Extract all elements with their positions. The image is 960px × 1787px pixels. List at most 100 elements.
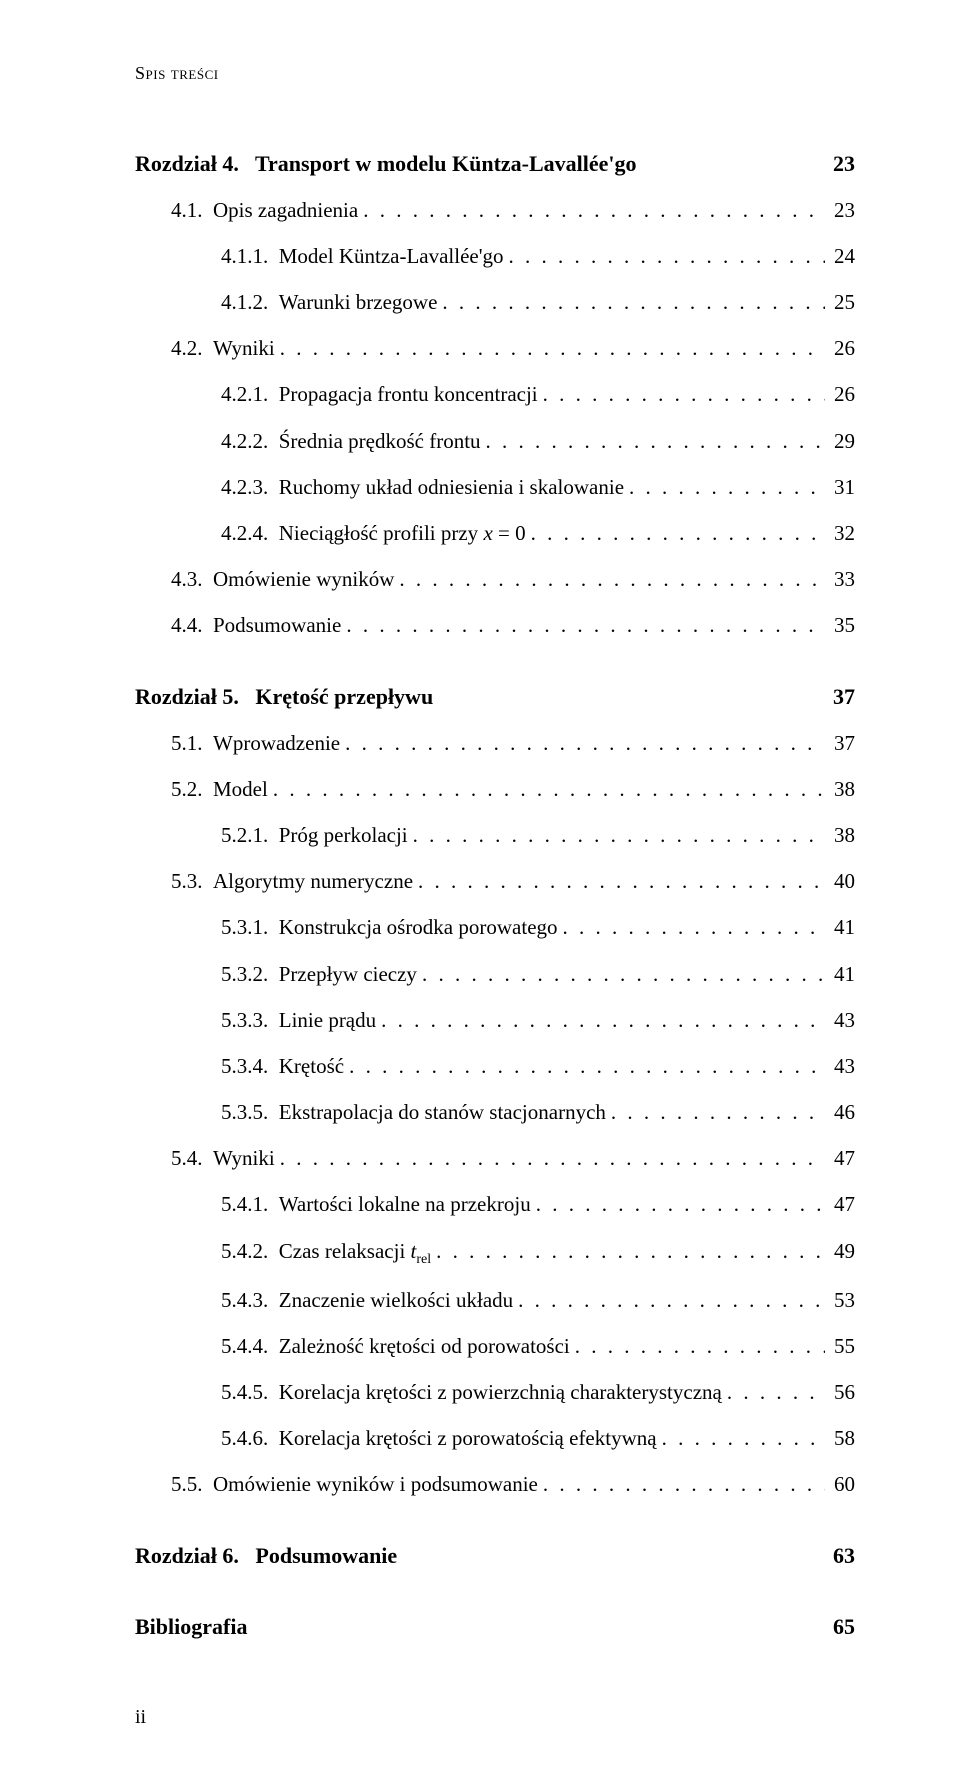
bibliography-heading: Bibliografia 65 — [135, 1610, 855, 1643]
toc-entry: 5.2. Model . . . . . . . . . . . . . . .… — [171, 774, 855, 806]
entry-page: 35 — [825, 610, 855, 642]
dot-leader: . . . . . . . . . . . . . . . . . . . . … — [358, 195, 825, 227]
entry-page: 32 — [825, 518, 855, 550]
dot-leader: . . . . . . . . . . . . . . . . . . . . … — [413, 866, 825, 898]
toc-entry: 5.4. Wyniki . . . . . . . . . . . . . . … — [171, 1143, 855, 1175]
entry-number: 5.1. — [171, 728, 203, 760]
entry-number: 5.3.4. — [221, 1051, 268, 1083]
entry-label: Propagacja frontu koncentracji — [279, 379, 538, 411]
entry-label: Wyniki — [213, 1143, 275, 1175]
entry-page: 49 — [825, 1236, 855, 1268]
dot-leader: . . . . . . . . . . . . . . . . . . . . … — [437, 287, 825, 319]
page-number: ii — [135, 1702, 146, 1732]
entry-page: 46 — [825, 1097, 855, 1129]
dot-leader: . . . . . . . . . . . . . . . . . . . . … — [624, 472, 825, 504]
entry-label: Wyniki — [213, 333, 275, 365]
entry-page: 24 — [825, 241, 855, 273]
toc-entry: 5.4.4. Zależność krętości od porowatości… — [221, 1331, 855, 1363]
entry-page: 56 — [825, 1377, 855, 1409]
entry-label: Wartości lokalne na przekroju — [279, 1189, 531, 1221]
chapter-prefix: Rozdział 5. — [135, 684, 239, 709]
entry-label: Wprowadzenie — [213, 728, 340, 760]
entry-label: Podsumowanie — [213, 610, 341, 642]
toc-entry: 5.4.6. Korelacja krętości z porowatością… — [221, 1423, 855, 1455]
toc-entry: 5.4.3. Znaczenie wielkości układu . . . … — [221, 1285, 855, 1317]
entry-number: 4.3. — [171, 564, 203, 596]
toc-entry: 5.3.4. Krętość . . . . . . . . . . . . .… — [221, 1051, 855, 1083]
toc-entry: 4.3. Omówienie wyników . . . . . . . . .… — [171, 564, 855, 596]
entry-label: Opis zagadnienia — [213, 195, 358, 227]
entry-page: 38 — [825, 774, 855, 806]
entry-number: 4.2. — [171, 333, 203, 365]
entry-number: 5.3.3. — [221, 1005, 268, 1037]
entry-number: 5.2.1. — [221, 820, 268, 852]
entry-label: Czas relaksacji trel — [279, 1236, 431, 1270]
entry-page: 41 — [825, 912, 855, 944]
toc-entry: 4.2.1. Propagacja frontu koncentracji . … — [221, 379, 855, 411]
entry-page: 26 — [825, 379, 855, 411]
entry-number: 4.2.1. — [221, 379, 268, 411]
entry-number: 4.2.4. — [221, 518, 268, 550]
entry-number: 5.2. — [171, 774, 203, 806]
chapter-heading-6: Rozdział 6. Podsumowanie 63 — [135, 1539, 855, 1572]
toc-entry: 5.4.5. Korelacja krętości z powierzchnią… — [221, 1377, 855, 1409]
bibliography-title: Bibliografia — [135, 1610, 247, 1643]
dot-leader: . . . . . . . . . . . . . . . . . . . . … — [504, 241, 825, 273]
dot-leader: . . . . . . . . . . . . . . . . . . . . … — [526, 518, 825, 550]
chapter-page: 23 — [833, 147, 855, 180]
chapter-prefix: Rozdział 6. — [135, 1543, 239, 1568]
dot-leader: . . . . . . . . . . . . . . . . . . . . … — [431, 1236, 825, 1268]
dot-leader: . . . . . . . . . . . . . . . . . . . . … — [513, 1285, 825, 1317]
entry-label: Krętość — [279, 1051, 344, 1083]
chapter-heading-5: Rozdział 5. Krętość przepływu 37 — [135, 680, 855, 713]
entry-label: Algorytmy numeryczne — [213, 866, 413, 898]
dot-leader: . . . . . . . . . . . . . . . . . . . . … — [722, 1377, 825, 1409]
entry-number: 5.3. — [171, 866, 203, 898]
toc-entry: 5.3.3. Linie prądu . . . . . . . . . . .… — [221, 1005, 855, 1037]
entry-label: Korelacja krętości z porowatością efekty… — [279, 1423, 657, 1455]
entry-label: Warunki brzegowe — [279, 287, 438, 319]
dot-leader: . . . . . . . . . . . . . . . . . . . . … — [394, 564, 825, 596]
entry-number: 4.2.3. — [221, 472, 268, 504]
entry-page: 37 — [825, 728, 855, 760]
entry-label: Model Küntza-Lavallée'go — [279, 241, 504, 273]
dot-leader: . . . . . . . . . . . . . . . . . . . . … — [408, 820, 825, 852]
entry-page: 41 — [825, 959, 855, 991]
toc-entry: 5.3.5. Ekstrapolacja do stanów stacjonar… — [221, 1097, 855, 1129]
dot-leader: . . . . . . . . . . . . . . . . . . . . … — [341, 610, 825, 642]
dot-leader: . . . . . . . . . . . . . . . . . . . . … — [275, 1143, 825, 1175]
toc-entry: 5.4.2. Czas relaksacji trel . . . . . . … — [221, 1236, 855, 1270]
entry-label: Ruchomy układ odniesienia i skalowanie — [279, 472, 624, 504]
entry-label: Nieciągłość profili przy x = 0 — [279, 518, 526, 550]
toc-entry: 5.2.1. Próg perkolacji . . . . . . . . .… — [221, 820, 855, 852]
chapter-heading-4: Rozdział 4. Transport w modelu Küntza-La… — [135, 147, 855, 180]
entry-page: 47 — [825, 1143, 855, 1175]
entry-page: 58 — [825, 1423, 855, 1455]
dot-leader: . . . . . . . . . . . . . . . . . . . . … — [606, 1097, 825, 1129]
chapter-title: Transport w modelu Küntza-Lavallée'go — [255, 151, 637, 176]
entry-number: 4.1.2. — [221, 287, 268, 319]
entry-number: 5.4.4. — [221, 1331, 268, 1363]
entry-page: 31 — [825, 472, 855, 504]
toc-entry: 4.2. Wyniki . . . . . . . . . . . . . . … — [171, 333, 855, 365]
toc-entry: 5.1. Wprowadzenie . . . . . . . . . . . … — [171, 728, 855, 760]
toc-entry: 4.1.2. Warunki brzegowe . . . . . . . . … — [221, 287, 855, 319]
entry-number: 5.4.1. — [221, 1189, 268, 1221]
toc-entry: 4.2.2. Średnia prędkość frontu . . . . .… — [221, 426, 855, 458]
entry-label: Omówienie wyników i podsumowanie — [213, 1469, 538, 1501]
entry-page: 29 — [825, 426, 855, 458]
entry-number: 5.3.1. — [221, 912, 268, 944]
entry-label: Korelacja krętości z powierzchnią charak… — [279, 1377, 722, 1409]
chapter-title: Krętość przepływu — [255, 684, 433, 709]
entry-label: Zależność krętości od porowatości — [279, 1331, 570, 1363]
toc-entry: 5.3.1. Konstrukcja ośrodka porowatego . … — [221, 912, 855, 944]
entry-label: Linie prądu — [279, 1005, 376, 1037]
entry-number: 5.4.5. — [221, 1377, 268, 1409]
entry-page: 23 — [825, 195, 855, 227]
entry-label: Ekstrapolacja do stanów stacjonarnych — [279, 1097, 606, 1129]
entry-number: 5.3.2. — [221, 959, 268, 991]
entry-page: 47 — [825, 1189, 855, 1221]
entry-page: 25 — [825, 287, 855, 319]
entry-number: 5.4.2. — [221, 1236, 268, 1268]
dot-leader: . . . . . . . . . . . . . . . . . . . . … — [657, 1423, 825, 1455]
